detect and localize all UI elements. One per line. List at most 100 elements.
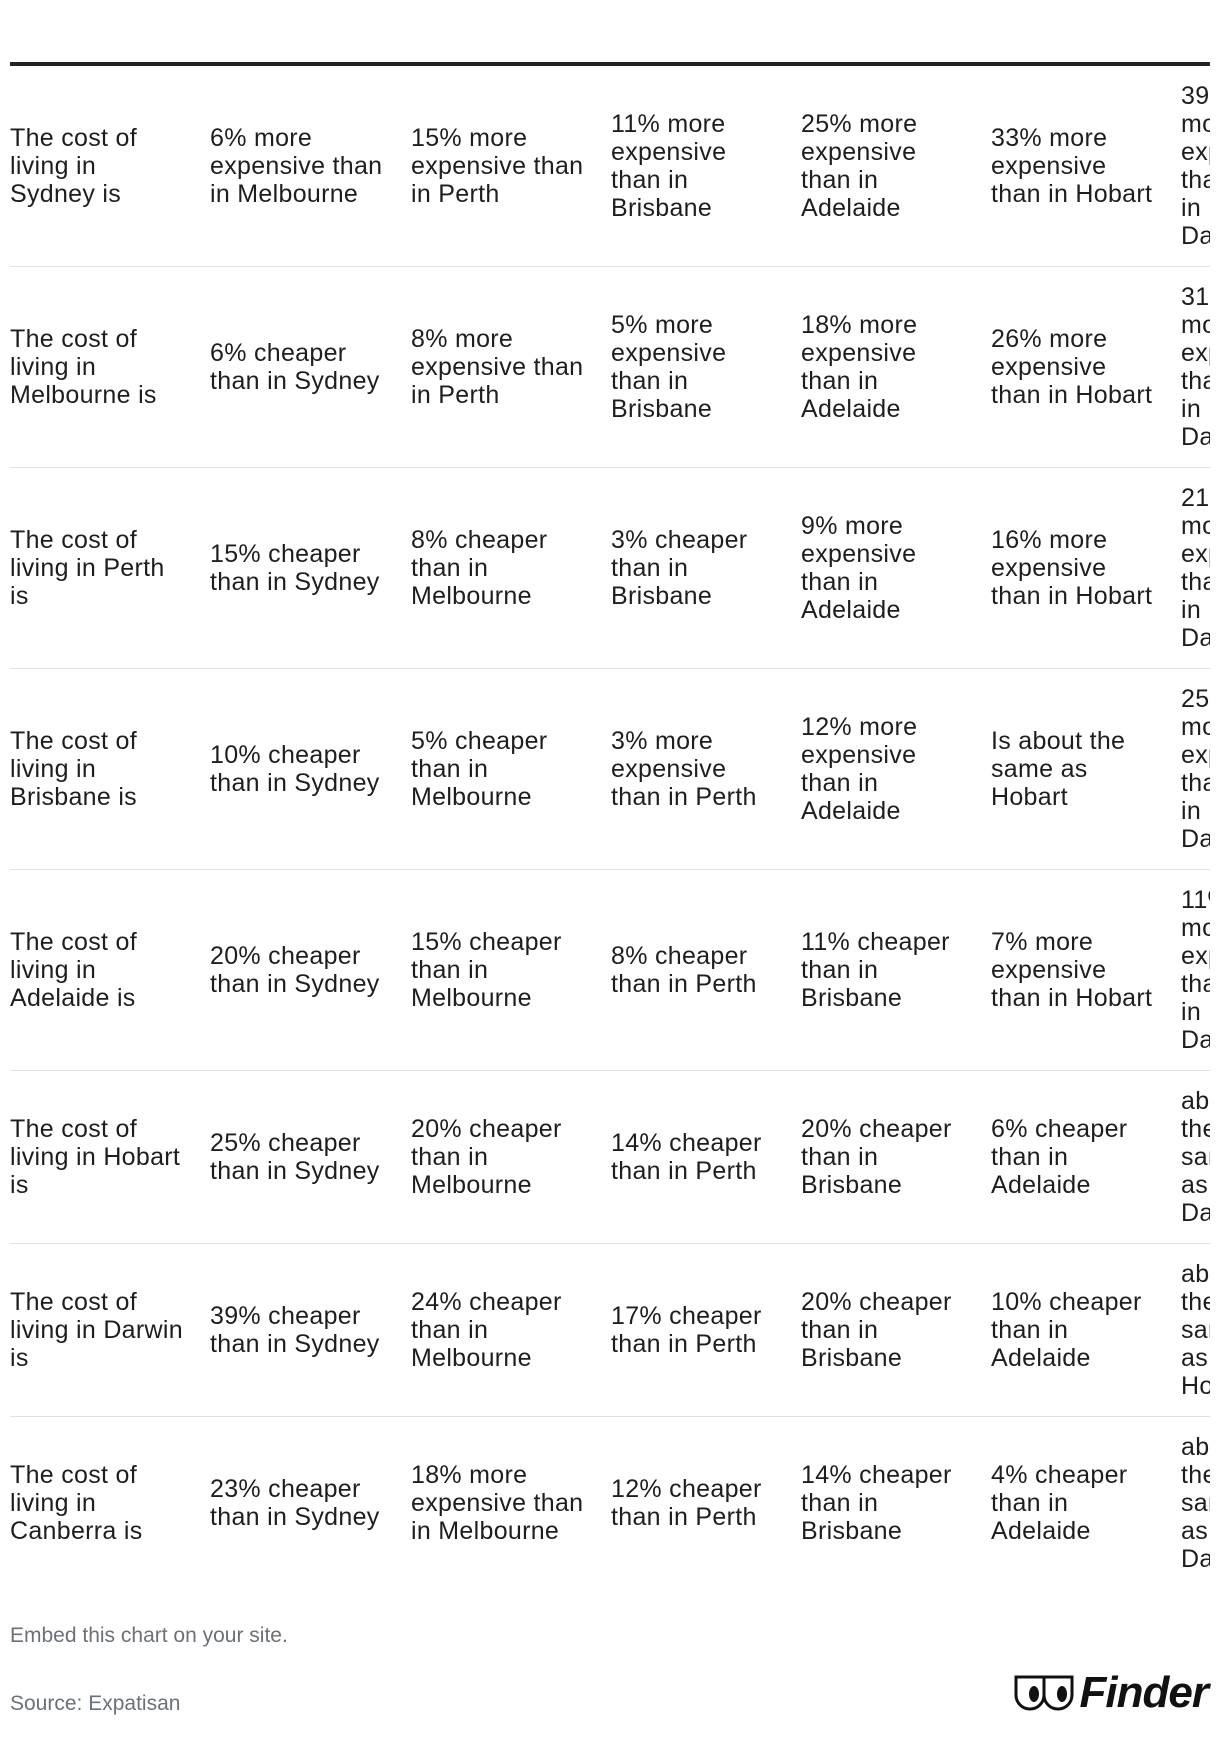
cell-text: 39% more expensive than in Darwin: [1181, 82, 1210, 250]
comparison-cell: 18% more expensive than in Melbourne: [411, 1417, 611, 1590]
cell-text: The cost of living in Adelaide is: [10, 928, 137, 1012]
cell-text: 6% cheaper than in Sydney: [210, 339, 380, 395]
cell-text: 12% cheaper than in Perth: [611, 1475, 762, 1531]
row-header-cell: The cost of living in Perth is: [10, 468, 210, 669]
cell-text: 8% cheaper than in Perth: [611, 942, 757, 998]
comparison-cell: 6% cheaper than in Adelaide: [991, 1071, 1181, 1244]
row-header-cell: The cost of living in Brisbane is: [10, 669, 210, 870]
cell-text: 14% cheaper than in Brisbane: [801, 1461, 952, 1545]
cell-text: 26% more expensive than in Hobart: [991, 325, 1153, 409]
table-row: The cost of living in Canberra is 23% che…: [10, 1417, 1210, 1590]
row-header-cell: The cost of living in Sydney is: [10, 66, 210, 267]
finder-wordmark: Finder: [1079, 1668, 1209, 1717]
comparison-cell: 10% cheaper than in Sydney: [210, 669, 411, 870]
table-row: The cost of living in Darwin is 39% cheap…: [10, 1244, 1210, 1417]
comparison-cell: 11% more expensive than in Brisbane: [611, 66, 801, 267]
comparison-cell: 17% cheaper than in Perth: [611, 1244, 801, 1417]
cell-text: 17% cheaper than in Perth: [611, 1302, 762, 1358]
comparison-cell: 15% cheaper than in Sydney: [210, 468, 411, 669]
source-note: Source: Expatisan: [10, 1692, 181, 1715]
comparison-cell: 12% more expensive than in Adelaide: [801, 669, 991, 870]
row-header-cell: The cost of living in Hobart is: [10, 1071, 210, 1244]
cell-text: 5% cheaper than in Melbourne: [411, 727, 548, 811]
table-row: The cost of living in Adelaide is 20% che…: [10, 870, 1210, 1071]
cell-text: The cost of living in Sydney is: [10, 124, 137, 208]
cell-text: 4% cheaper than in Adelaide: [991, 1461, 1128, 1545]
cell-text: The cost of living in Darwin is: [10, 1288, 183, 1372]
cell-text: 20% cheaper than in Melbourne: [411, 1115, 562, 1199]
comparison-cell: 20% cheaper than in Sydney: [210, 870, 411, 1071]
comparison-cell: about the same as in Darwin: [1181, 1417, 1210, 1590]
comparison-cell: 15% more expensive than in Perth: [411, 66, 611, 267]
comparison-cell: about the same as in Hobart: [1181, 1244, 1210, 1417]
cell-text: 11% more expensive than in Darwin: [1181, 886, 1210, 1054]
comparison-cell: 20% cheaper than in Melbourne: [411, 1071, 611, 1244]
comparison-cell: Is about the same as Hobart: [991, 669, 1181, 870]
comparison-cell: 25% more expensive than in Darwin: [1181, 669, 1210, 870]
cell-text: 24% cheaper than in Melbourne: [411, 1288, 562, 1372]
cell-text: 20% cheaper than in Sydney: [210, 942, 380, 998]
comparison-cell: 8% more expensive than in Perth: [411, 267, 611, 468]
comparison-cell: about the same as in Darwin: [1181, 1071, 1210, 1244]
row-header-cell: The cost of living in Darwin is: [10, 1244, 210, 1417]
cell-text: The cost of living in Hobart is: [10, 1115, 181, 1199]
comparison-cell: 8% cheaper than in Melbourne: [411, 468, 611, 669]
cell-text: 14% cheaper than in Perth: [611, 1129, 762, 1185]
cell-text: 25% more expensive than in Adelaide: [801, 110, 918, 222]
comparison-cell: 14% cheaper than in Perth: [611, 1071, 801, 1244]
comparison-cell: 11% cheaper than in Brisbane: [801, 870, 991, 1071]
comparison-cell: 23% cheaper than in Sydney: [210, 1417, 411, 1590]
table-row: The cost of living in Hobart is 25% cheap…: [10, 1071, 1210, 1244]
comparison-table-container[interactable]: The cost of living in Sydney is 6% more e…: [10, 62, 1210, 1589]
comparison-cell: 7% more expensive than in Hobart: [991, 870, 1181, 1071]
cost-of-living-table: The cost of living in Sydney is 6% more e…: [10, 66, 1210, 1589]
cell-text: 3% more expensive than in Perth: [611, 727, 757, 811]
cell-text: 5% more expensive than in Brisbane: [611, 311, 727, 423]
cell-text: 8% cheaper than in Melbourne: [411, 526, 548, 610]
cell-text: 25% more expensive than in Darwin: [1181, 685, 1210, 853]
cell-text: 15% more expensive than in Perth: [411, 124, 584, 208]
cell-text: about the same as in Hobart: [1181, 1260, 1210, 1400]
comparison-cell: 9% more expensive than in Adelaide: [801, 468, 991, 669]
cell-text: 20% cheaper than in Brisbane: [801, 1115, 952, 1199]
cell-text: 7% more expensive than in Hobart: [991, 928, 1153, 1012]
comparison-cell: 10% cheaper than in Adelaide: [991, 1244, 1181, 1417]
comparison-cell: 5% more expensive than in Brisbane: [611, 267, 801, 468]
comparison-cell: 16% more expensive than in Hobart: [991, 468, 1181, 669]
cell-text: 11% more expensive than in Brisbane: [611, 110, 727, 222]
cell-text: 39% cheaper than in Sydney: [210, 1302, 380, 1358]
comparison-cell: 3% more expensive than in Perth: [611, 669, 801, 870]
row-header-cell: The cost of living in Canberra is: [10, 1417, 210, 1590]
cell-text: 10% cheaper than in Adelaide: [991, 1288, 1142, 1372]
cell-text: 18% more expensive than in Melbourne: [411, 1461, 584, 1545]
cell-text: The cost of living in Melbourne is: [10, 325, 157, 409]
table-row: The cost of living in Perth is 15% cheape…: [10, 468, 1210, 669]
cell-text: 23% cheaper than in Sydney: [210, 1475, 380, 1531]
comparison-cell: 21% more expensive than in Darwin: [1181, 468, 1210, 669]
row-header-cell: The cost of living in Melbourne is: [10, 267, 210, 468]
cell-text: 10% cheaper than in Sydney: [210, 741, 380, 797]
comparison-cell: 20% cheaper than in Brisbane: [801, 1071, 991, 1244]
comparison-cell: 5% cheaper than in Melbourne: [411, 669, 611, 870]
cell-text: 33% more expensive than in Hobart: [991, 124, 1153, 208]
comparison-cell: 39% cheaper than in Sydney: [210, 1244, 411, 1417]
comparison-cell: 12% cheaper than in Perth: [611, 1417, 801, 1590]
embed-chart-link[interactable]: Embed this chart on your site.: [10, 1624, 288, 1647]
row-header-cell: The cost of living in Adelaide is: [10, 870, 210, 1071]
cell-text: 15% cheaper than in Melbourne: [411, 928, 562, 1012]
comparison-cell: 8% cheaper than in Perth: [611, 870, 801, 1071]
cell-text: about the same as in Darwin: [1181, 1433, 1210, 1573]
comparison-cell: 33% more expensive than in Hobart: [991, 66, 1181, 267]
cell-text: Is about the same as Hobart: [991, 727, 1126, 811]
table-row: The cost of living in Sydney is 6% more e…: [10, 66, 1210, 267]
comparison-cell: 25% cheaper than in Sydney: [210, 1071, 411, 1244]
comparison-cell: 14% cheaper than in Brisbane: [801, 1417, 991, 1590]
cell-text: 31% more expensive than in Darwin: [1181, 283, 1210, 451]
comparison-cell: 39% more expensive than in Darwin: [1181, 66, 1210, 267]
table-row: The cost of living in Melbourne is 6% che…: [10, 267, 1210, 468]
comparison-cell: 3% cheaper than in Brisbane: [611, 468, 801, 669]
cell-text: 12% more expensive than in Adelaide: [801, 713, 918, 825]
cell-text: 18% more expensive than in Adelaide: [801, 311, 918, 423]
cell-text: 6% more expensive than in Melbourne: [210, 124, 383, 208]
cell-text: The cost of living in Brisbane is: [10, 727, 137, 811]
